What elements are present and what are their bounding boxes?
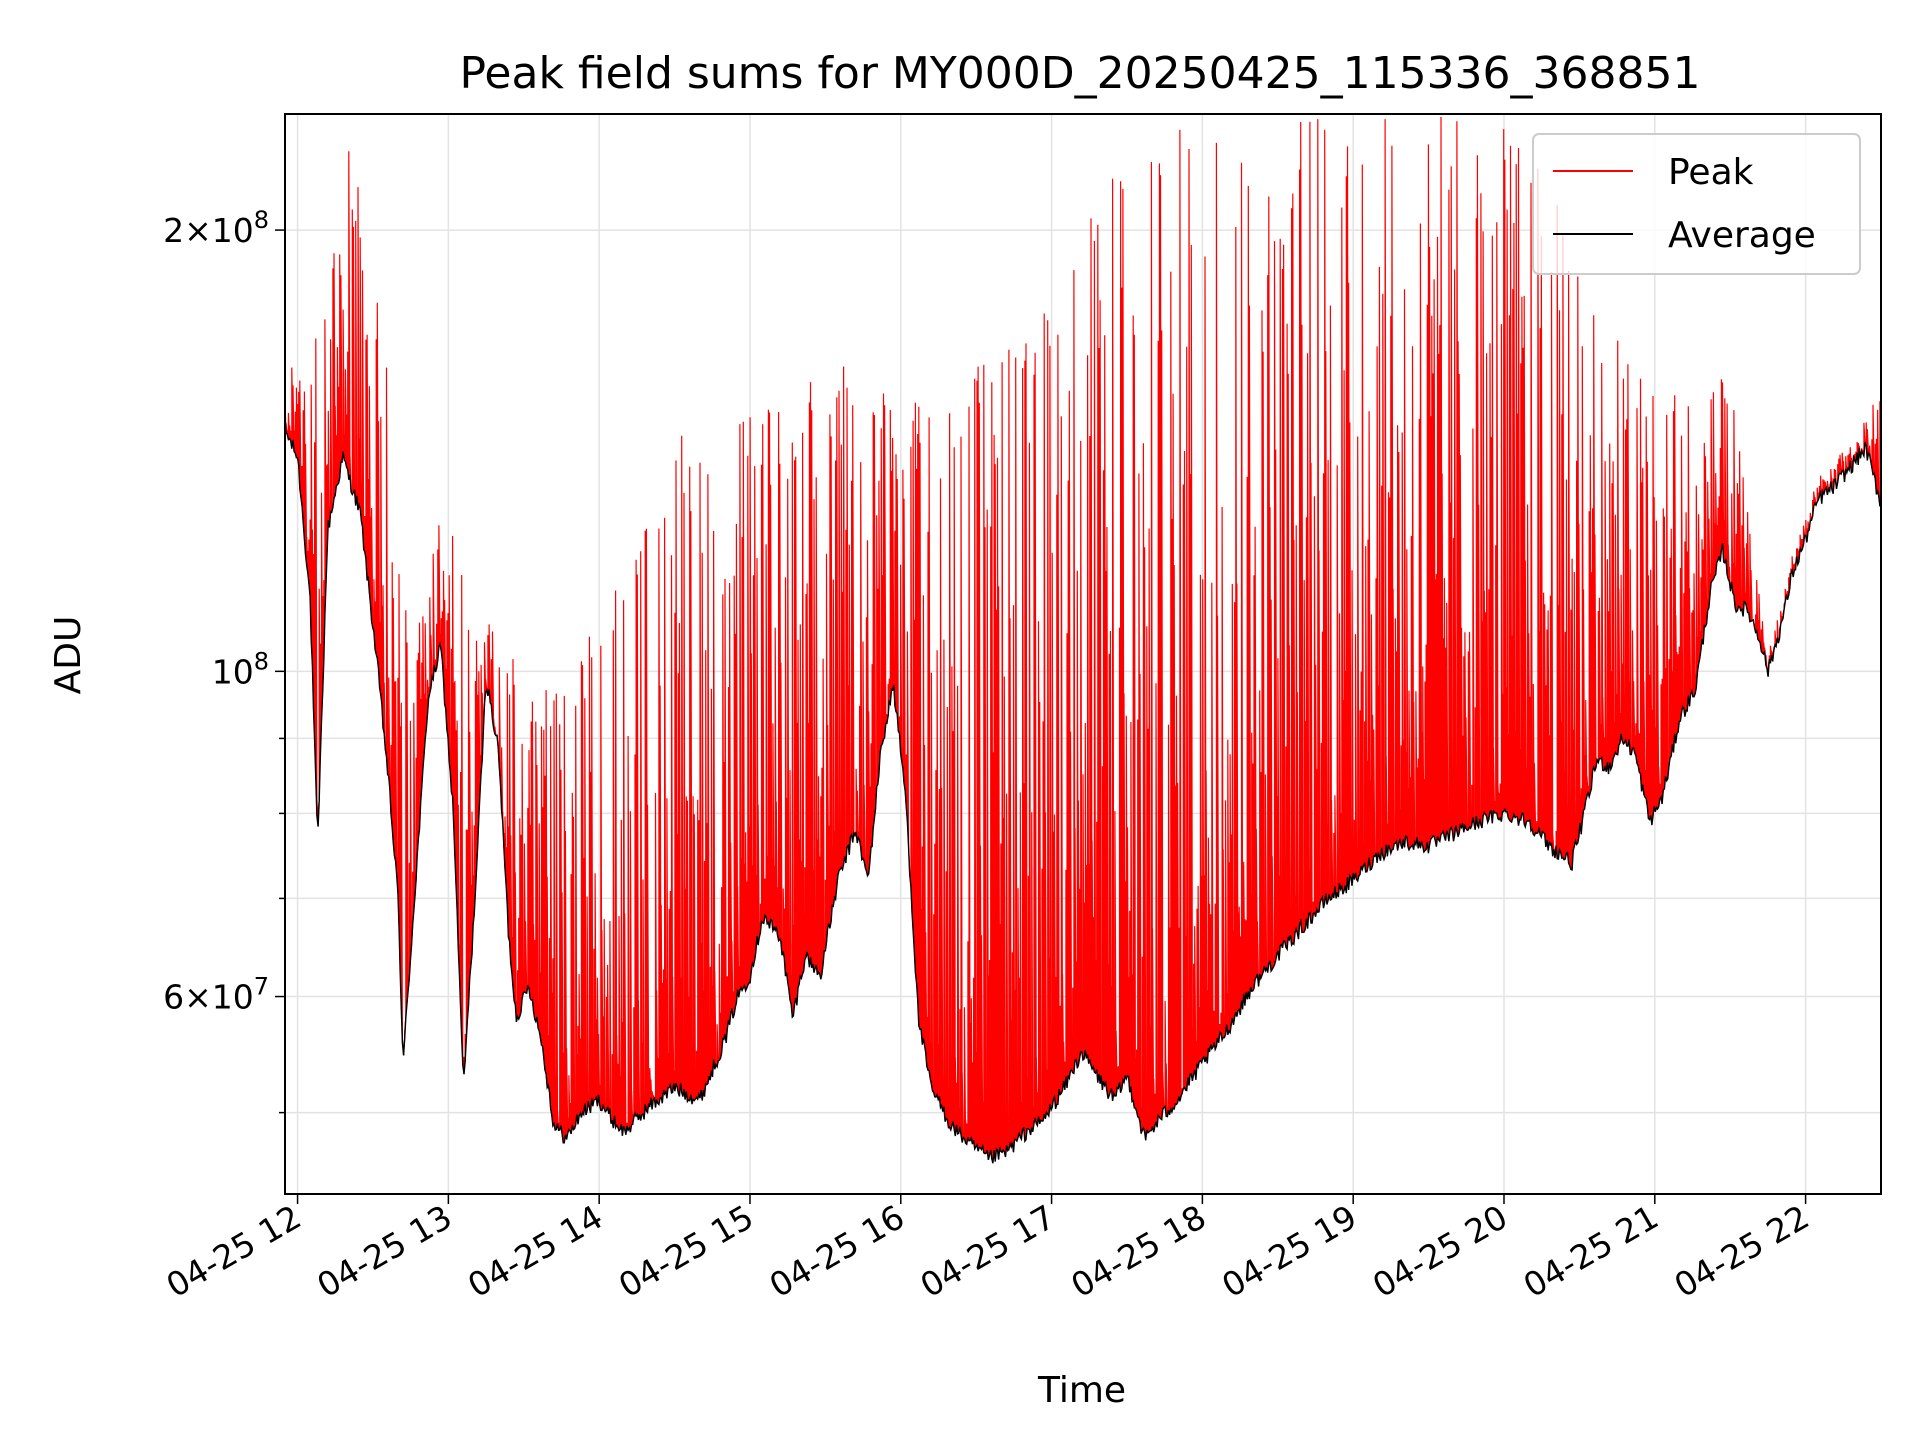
y-tick-label: 108	[212, 647, 269, 691]
average-line	[285, 423, 1881, 1164]
legend-box	[1532, 133, 1861, 275]
legend-peak-label: Peak	[1668, 152, 1754, 193]
x-axis-label: Time	[1037, 1370, 1126, 1411]
y-axis-ticks: 6×107 108 2×108	[163, 206, 285, 1114]
series-average	[285, 423, 1881, 1164]
chart-title: Peak field sums for MY000D_20250425_1153…	[459, 48, 1700, 99]
plot-frame	[284, 113, 1882, 1195]
y-tick-label: 2×108	[163, 206, 269, 250]
y-tick-label: 6×107	[163, 973, 269, 1017]
y-axis-label: ADU	[48, 616, 89, 695]
legend-average-label: Average	[1668, 215, 1816, 256]
legend: Peak Average	[1532, 133, 1861, 275]
